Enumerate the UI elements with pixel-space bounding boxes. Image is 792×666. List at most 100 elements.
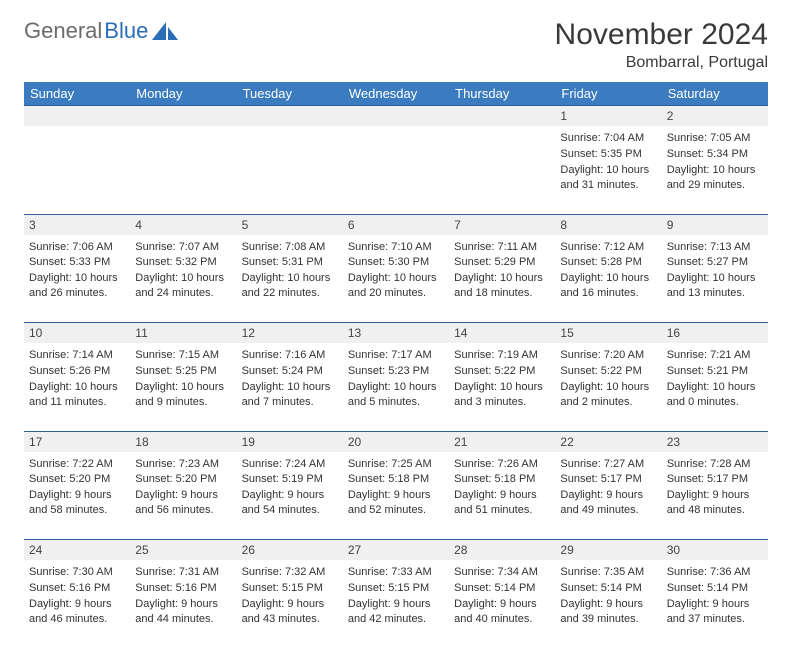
sunset-text: Sunset: 5:21 PM: [667, 364, 763, 379]
day-text: Daylight: 10 hours and 11 minutes.: [29, 380, 125, 410]
day-cell: [449, 126, 555, 214]
sunrise-text: Sunrise: 7:16 AM: [242, 348, 338, 363]
day-number: 24: [29, 543, 42, 557]
title-block: November 2024 Bombarral, Portugal: [555, 18, 768, 72]
sunrise-text: Sunrise: 7:20 AM: [560, 348, 656, 363]
day-number-cell: 19: [237, 431, 343, 452]
sunset-text: Sunset: 5:22 PM: [454, 364, 550, 379]
day-number: 5: [242, 218, 249, 232]
day-text: Daylight: 10 hours and 20 minutes.: [348, 271, 444, 301]
day-text: Daylight: 10 hours and 26 minutes.: [29, 271, 125, 301]
day-number-cell: 30: [662, 540, 768, 561]
sunset-text: Sunset: 5:14 PM: [454, 581, 550, 596]
sunset-text: Sunset: 5:17 PM: [667, 472, 763, 487]
sunrise-text: Sunrise: 7:26 AM: [454, 457, 550, 472]
sunset-text: Sunset: 5:18 PM: [454, 472, 550, 487]
day-cell: Sunrise: 7:35 AMSunset: 5:14 PMDaylight:…: [555, 560, 661, 648]
sunset-text: Sunset: 5:33 PM: [29, 255, 125, 270]
day-number: 17: [29, 435, 42, 449]
header: GeneralBlue November 2024 Bombarral, Por…: [24, 18, 768, 72]
day-number-cell: 20: [343, 431, 449, 452]
week-content-row: Sunrise: 7:06 AMSunset: 5:33 PMDaylight:…: [24, 235, 768, 323]
day-text: Daylight: 9 hours and 51 minutes.: [454, 488, 550, 518]
day-number-cell: 27: [343, 540, 449, 561]
week-content-row: Sunrise: 7:14 AMSunset: 5:26 PMDaylight:…: [24, 343, 768, 431]
day-number: 19: [242, 435, 255, 449]
weekday-header: Saturday: [662, 82, 768, 106]
day-number: 18: [135, 435, 148, 449]
day-text: Daylight: 10 hours and 9 minutes.: [135, 380, 231, 410]
sunrise-text: Sunrise: 7:19 AM: [454, 348, 550, 363]
day-text: Daylight: 10 hours and 7 minutes.: [242, 380, 338, 410]
day-text: Daylight: 10 hours and 5 minutes.: [348, 380, 444, 410]
sunset-text: Sunset: 5:17 PM: [560, 472, 656, 487]
day-number-row: 24252627282930: [24, 540, 768, 561]
weekday-header: Sunday: [24, 82, 130, 106]
day-cell: Sunrise: 7:23 AMSunset: 5:20 PMDaylight:…: [130, 452, 236, 540]
day-number: 20: [348, 435, 361, 449]
day-number-cell: [449, 106, 555, 127]
sunrise-text: Sunrise: 7:34 AM: [454, 565, 550, 580]
sunrise-text: Sunrise: 7:33 AM: [348, 565, 444, 580]
day-number-cell: 26: [237, 540, 343, 561]
day-number-cell: 21: [449, 431, 555, 452]
day-number: 11: [135, 326, 147, 340]
sunrise-text: Sunrise: 7:32 AM: [242, 565, 338, 580]
day-number-cell: 15: [555, 323, 661, 344]
day-text: Daylight: 9 hours and 48 minutes.: [667, 488, 763, 518]
sunrise-text: Sunrise: 7:13 AM: [667, 240, 763, 255]
day-cell: Sunrise: 7:12 AMSunset: 5:28 PMDaylight:…: [555, 235, 661, 323]
weekday-header: Wednesday: [343, 82, 449, 106]
day-cell: Sunrise: 7:11 AMSunset: 5:29 PMDaylight:…: [449, 235, 555, 323]
day-number-cell: 14: [449, 323, 555, 344]
sunset-text: Sunset: 5:14 PM: [560, 581, 656, 596]
day-number-cell: 5: [237, 214, 343, 235]
day-number-cell: 6: [343, 214, 449, 235]
sunset-text: Sunset: 5:15 PM: [242, 581, 338, 596]
day-number: 21: [454, 435, 467, 449]
day-cell: [237, 126, 343, 214]
sunset-text: Sunset: 5:22 PM: [560, 364, 656, 379]
logo-text-blue: Blue: [104, 18, 148, 44]
sunset-text: Sunset: 5:24 PM: [242, 364, 338, 379]
day-text: Daylight: 9 hours and 56 minutes.: [135, 488, 231, 518]
sunset-text: Sunset: 5:28 PM: [560, 255, 656, 270]
day-text: Daylight: 9 hours and 54 minutes.: [242, 488, 338, 518]
weekday-header-row: Sunday Monday Tuesday Wednesday Thursday…: [24, 82, 768, 106]
day-number-cell: 7: [449, 214, 555, 235]
day-cell: Sunrise: 7:24 AMSunset: 5:19 PMDaylight:…: [237, 452, 343, 540]
day-number: 15: [560, 326, 573, 340]
day-cell: Sunrise: 7:13 AMSunset: 5:27 PMDaylight:…: [662, 235, 768, 323]
sunset-text: Sunset: 5:29 PM: [454, 255, 550, 270]
sunrise-text: Sunrise: 7:24 AM: [242, 457, 338, 472]
day-number-cell: 9: [662, 214, 768, 235]
day-cell: Sunrise: 7:08 AMSunset: 5:31 PMDaylight:…: [237, 235, 343, 323]
day-cell: Sunrise: 7:15 AMSunset: 5:25 PMDaylight:…: [130, 343, 236, 431]
day-number-cell: [237, 106, 343, 127]
logo-text-gray: General: [24, 18, 102, 44]
sunset-text: Sunset: 5:30 PM: [348, 255, 444, 270]
day-number-cell: 2: [662, 106, 768, 127]
day-cell: Sunrise: 7:10 AMSunset: 5:30 PMDaylight:…: [343, 235, 449, 323]
day-cell: [24, 126, 130, 214]
day-number-cell: 22: [555, 431, 661, 452]
day-text: Daylight: 10 hours and 29 minutes.: [667, 163, 763, 193]
day-number-cell: 1: [555, 106, 661, 127]
sunrise-text: Sunrise: 7:35 AM: [560, 565, 656, 580]
sunset-text: Sunset: 5:35 PM: [560, 147, 656, 162]
day-cell: Sunrise: 7:26 AMSunset: 5:18 PMDaylight:…: [449, 452, 555, 540]
weekday-header: Friday: [555, 82, 661, 106]
day-cell: Sunrise: 7:04 AMSunset: 5:35 PMDaylight:…: [555, 126, 661, 214]
day-text: Daylight: 10 hours and 31 minutes.: [560, 163, 656, 193]
day-number: 30: [667, 543, 680, 557]
sunrise-text: Sunrise: 7:04 AM: [560, 131, 656, 146]
day-text: Daylight: 10 hours and 22 minutes.: [242, 271, 338, 301]
sunset-text: Sunset: 5:23 PM: [348, 364, 444, 379]
day-text: Daylight: 9 hours and 52 minutes.: [348, 488, 444, 518]
day-cell: Sunrise: 7:32 AMSunset: 5:15 PMDaylight:…: [237, 560, 343, 648]
day-number: 8: [560, 218, 567, 232]
weekday-header: Thursday: [449, 82, 555, 106]
day-number-cell: 18: [130, 431, 236, 452]
weekday-header: Tuesday: [237, 82, 343, 106]
sunset-text: Sunset: 5:20 PM: [29, 472, 125, 487]
